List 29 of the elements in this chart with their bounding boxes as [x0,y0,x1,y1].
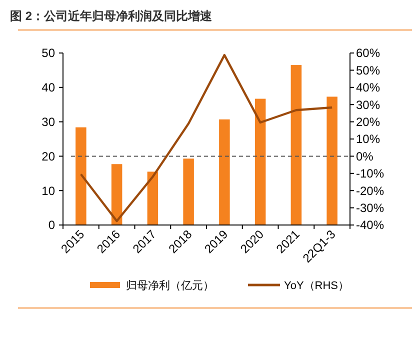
y2-tick-label: 40% [356,80,380,95]
y-tick-label: 20 [42,149,56,164]
bar [147,172,158,225]
bar [254,98,266,225]
y-tick-label: 40 [42,80,56,95]
bar [290,65,302,225]
chart-title: 图 2：公司近年归母净利润及同比增速 [10,9,214,23]
y2-tick-label: 0% [356,149,374,164]
y2-tick-label: 60% [356,46,380,60]
y2-tick-label: 10% [356,132,380,146]
y2-tick-label: -30% [356,201,384,215]
legend-label: 归母净利（亿元） [126,278,214,292]
y-tick-label: 30 [42,115,56,129]
bar [111,164,122,225]
y2-tick-label: 30% [356,98,380,112]
y2-tick-label: 50% [356,63,380,78]
bar [76,127,86,225]
y2-tick-label: -20% [356,184,384,198]
y-tick-label: 50 [42,46,56,60]
y2-tick-label: 20% [356,115,380,129]
y2-tick-label: -40% [356,218,384,232]
line-series [80,54,334,222]
bar [219,119,230,225]
y-tick-label: 10 [42,184,56,198]
bar [326,96,338,225]
y2-tick-label: -10% [356,166,384,181]
bar [183,158,194,225]
y-tick-label: 0 [48,218,56,232]
legend-label: YoY（RHS） [284,280,350,292]
